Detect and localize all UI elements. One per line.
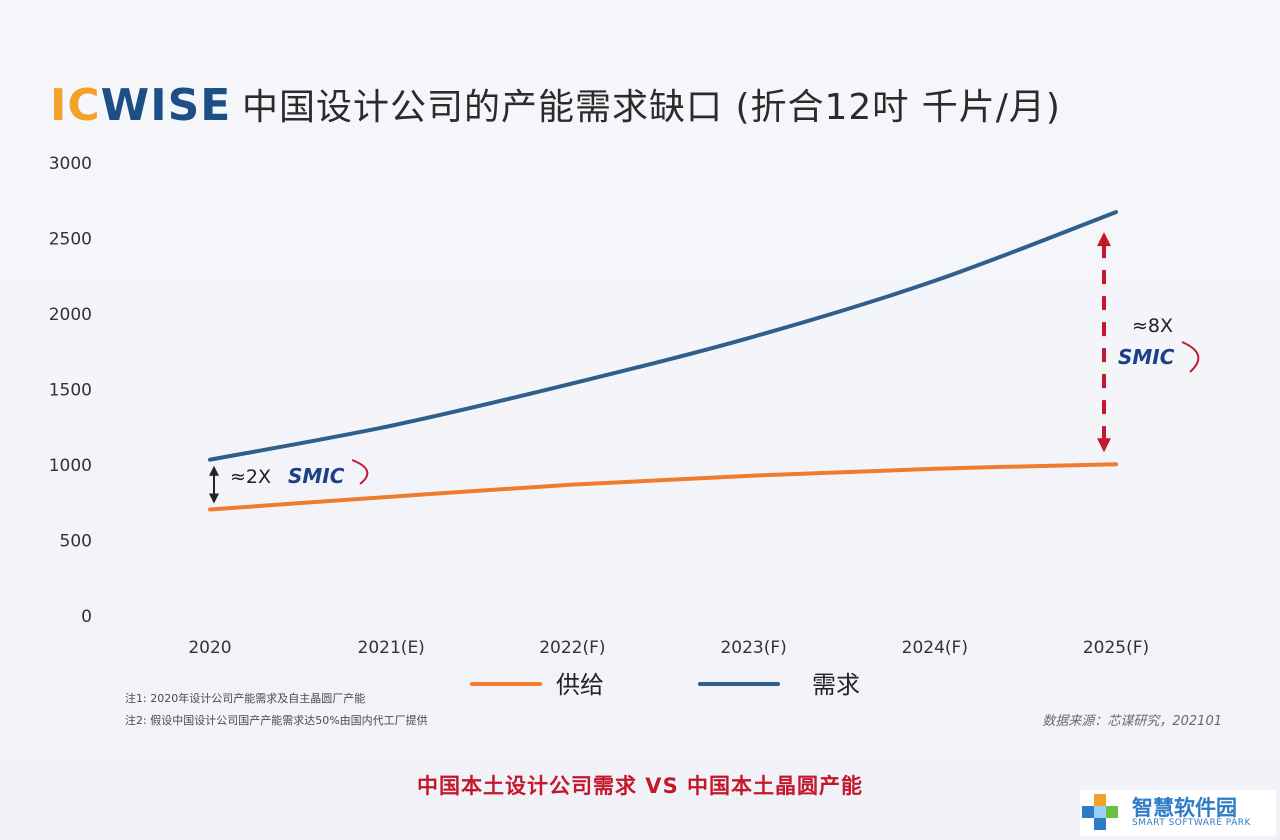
chart-title: 中国设计公司的产能需求缺口 (折合12吋 千片/月) <box>242 87 1061 128</box>
smic-logo-2020: SMIC <box>288 464 345 488</box>
x-tick-label: 2025(F) <box>1083 638 1149 658</box>
x-tick-label: 2021(E) <box>358 638 425 658</box>
data-source: 数据来源：芯谋研究，202101 <box>1042 714 1222 729</box>
x-tick-label: 2022(F) <box>539 638 605 658</box>
x-tick-label: 2024(F) <box>902 638 968 658</box>
legend-label: 需求 <box>812 671 860 699</box>
legend-label: 供给 <box>556 671 604 699</box>
watermark-en: SMART SOFTWARE PARK <box>1132 818 1251 829</box>
smic-swoosh-icon <box>1181 341 1200 373</box>
smic-logo-2025: SMIC <box>1118 345 1175 369</box>
y-tick-label: 1500 <box>49 381 92 401</box>
y-tick-label: 0 <box>81 607 92 627</box>
watermark-cn: 智慧软件园 <box>1132 796 1237 821</box>
ratio-label-2025: ≈8X <box>1132 315 1173 337</box>
y-tick-label: 2500 <box>49 230 92 250</box>
footer-caption: 中国本土设计公司需求 VS 中国本土晶圆产能 <box>417 774 863 798</box>
y-tick-label: 3000 <box>49 154 92 174</box>
y-tick-label: 2000 <box>49 305 92 325</box>
smic-swoosh-icon <box>351 459 369 485</box>
arrow-head-down-icon <box>1097 438 1111 453</box>
watermark-logo-icon <box>1082 794 1118 830</box>
x-tick-label: 2023(F) <box>720 638 786 658</box>
arrow-head-up-icon <box>1097 232 1111 247</box>
icwise-logo: IC WISE <box>50 79 232 131</box>
y-tick-label: 1000 <box>49 456 92 476</box>
note-1: 注1: 2020年设计公司产能需求及自主晶圆厂产能 <box>125 692 366 705</box>
ratio-label-2020: ≈2X <box>230 466 271 488</box>
x-tick-label: 2020 <box>188 638 231 658</box>
y-tick-label: 500 <box>60 532 92 552</box>
series-line-demand <box>208 210 1118 462</box>
logo-wise-text: WISE <box>100 79 232 131</box>
arrow-head-down-icon <box>209 493 219 504</box>
note-2: 注2: 假设中国设计公司国产产能需求达50%由国内代工厂提供 <box>125 714 428 727</box>
logo-ic-text: IC <box>50 79 101 131</box>
series-line-supply <box>208 462 1118 512</box>
watermark: 智慧软件园 SMART SOFTWARE PARK <box>1080 790 1276 836</box>
arrow-head-up-icon <box>209 465 219 476</box>
